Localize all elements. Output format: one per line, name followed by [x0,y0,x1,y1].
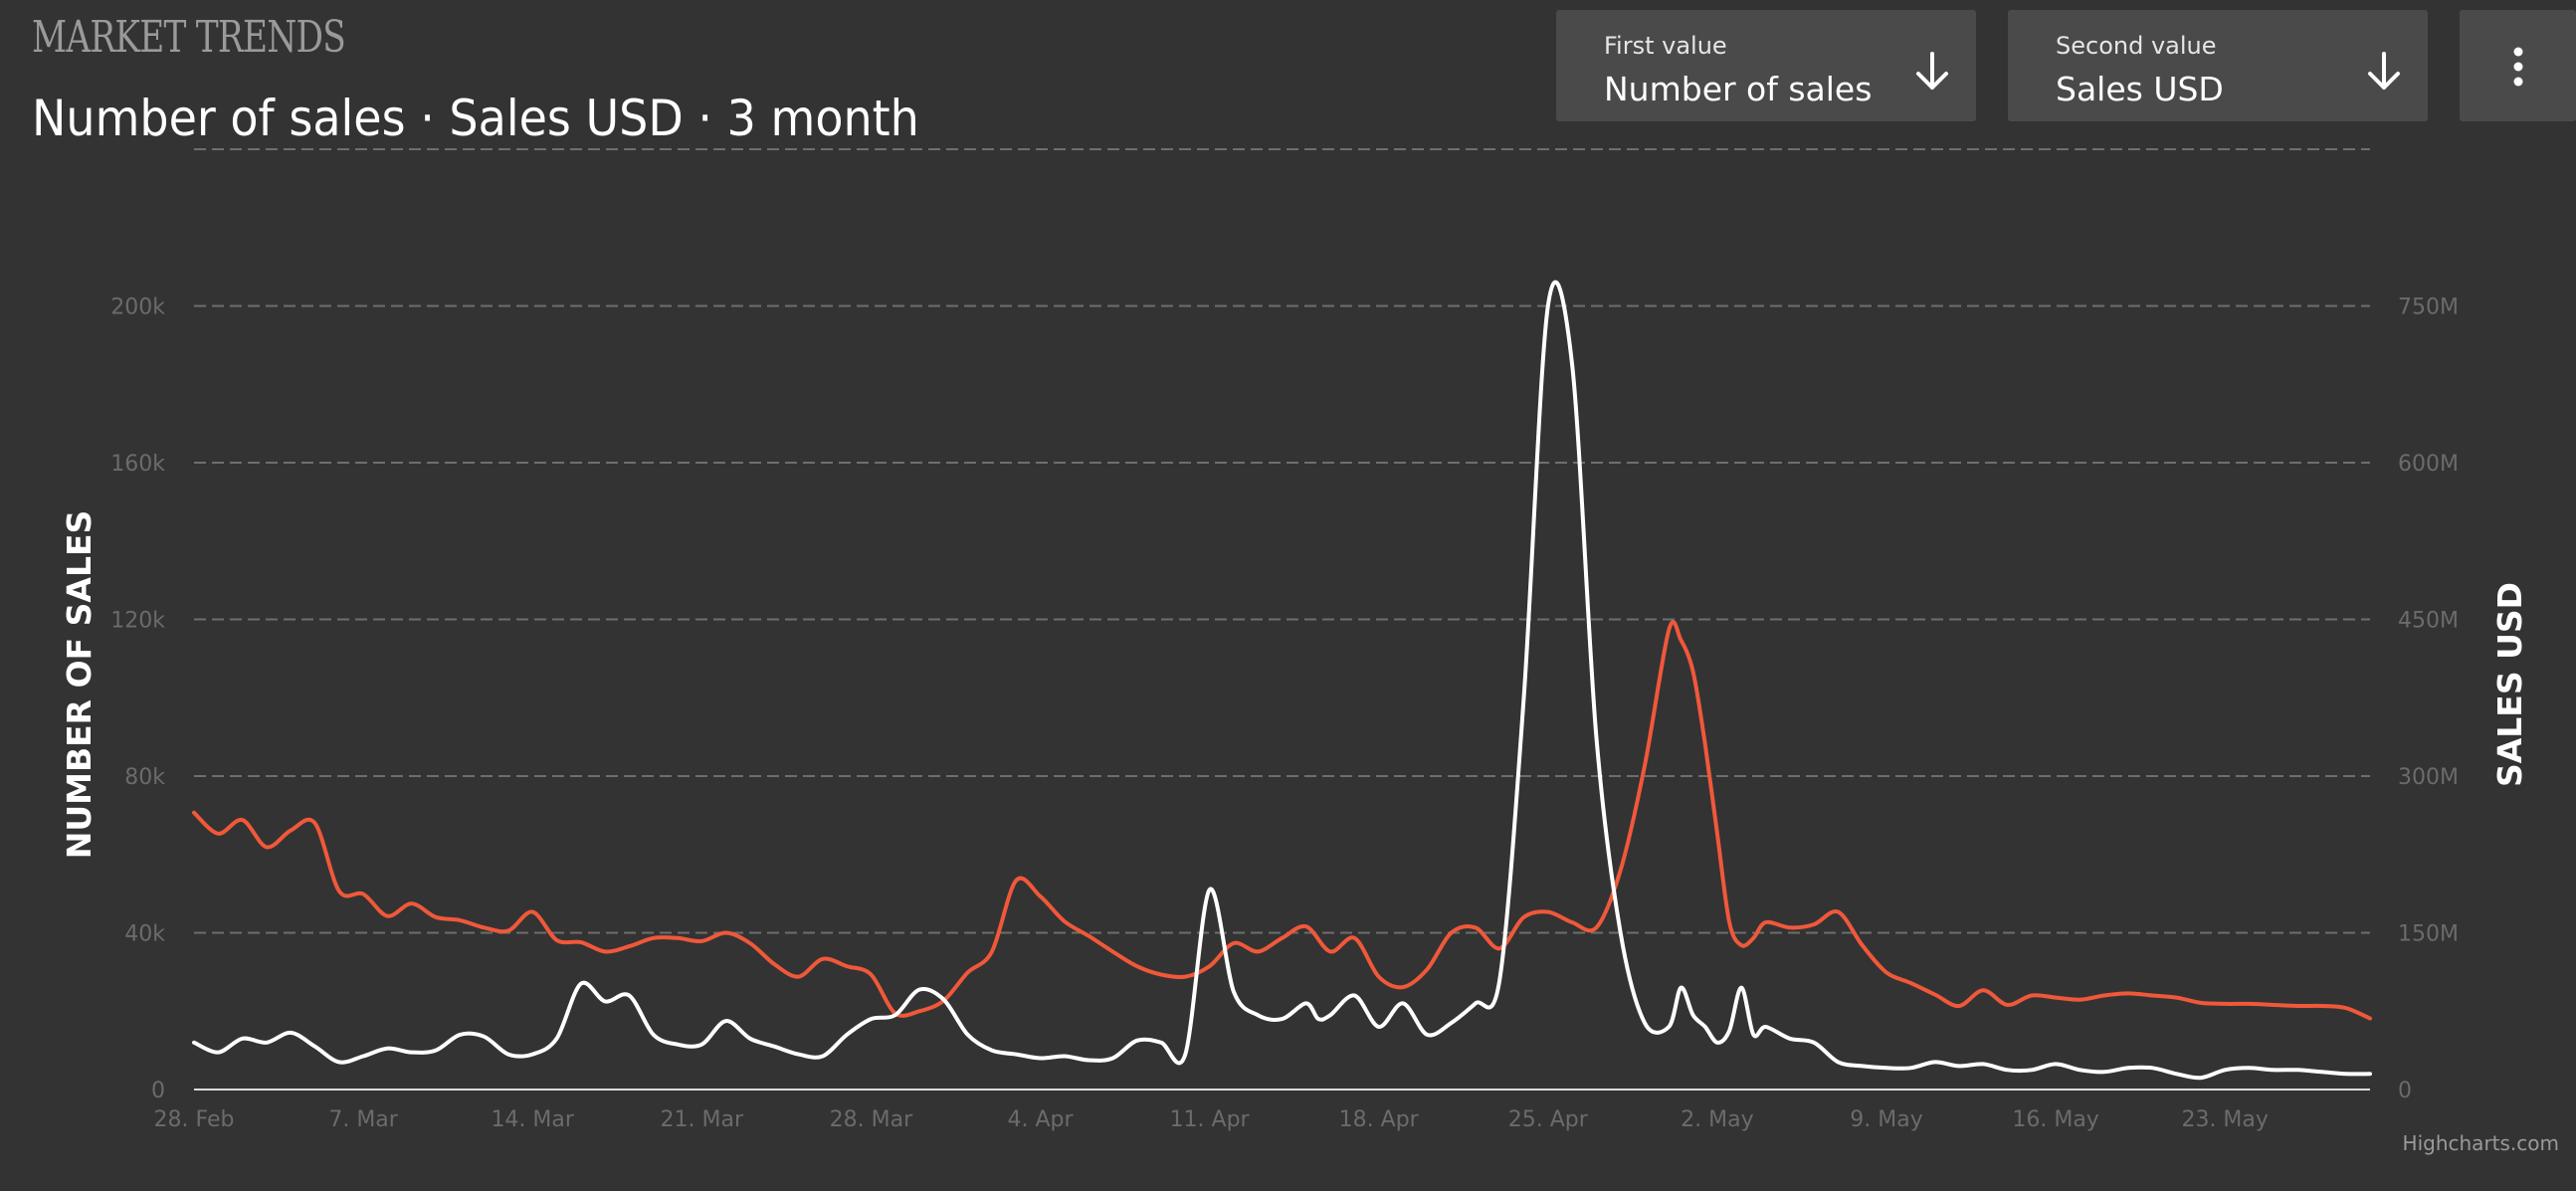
x-tick-label: 2. May [1681,1107,1753,1132]
x-tick-label: 28. Feb [154,1107,235,1132]
left-tick-label: 120k [110,609,165,634]
x-tick-label: 21. Mar [661,1107,744,1132]
right-tick-label: 0 [2398,1079,2412,1103]
x-tick-label: 25. Apr [1508,1107,1589,1132]
arrow-down-icon [1916,52,1948,90]
right-tick-label: 150M [2398,922,2459,947]
grid-lines [194,148,2370,934]
second-value-current: Sales USD [2056,70,2224,108]
second-value-label: Second value [2056,32,2217,60]
x-tick-label: 11. Apr [1170,1107,1251,1132]
x-tick-label: 18. Apr [1339,1107,1420,1132]
x-tick-label: 14. Mar [491,1107,574,1132]
second-value-select[interactable]: Second value Sales USD [2008,10,2428,121]
x-axis-ticks: 28. Feb 7. Mar 14. Mar 21. Mar 28. Mar 4. Apr… [154,1107,2269,1132]
vertical-dots-icon [2513,47,2523,87]
left-axis-ticks: 0 40k 80k 120k 160k 200k [110,296,165,1104]
right-tick-label: 600M [2398,452,2459,477]
x-tick-label: 23. May [2181,1107,2268,1132]
right-tick-label: 300M [2398,765,2459,790]
left-axis-title: NUMBER OF SALES [60,510,99,860]
left-tick-label: 40k [124,922,165,947]
arrow-down-icon [2368,52,2400,90]
first-value-select[interactable]: First value Number of sales [1556,10,1976,121]
x-tick-label: 9. May [1850,1107,1922,1132]
series-line-sales-usd[interactable] [192,620,2372,1021]
right-axis-ticks: 0 150M 300M 450M 600M 750M [2398,296,2459,1104]
right-tick-label: 450M [2398,609,2459,634]
right-tick-label: 750M [2398,296,2459,320]
x-tick-label: 7. Mar [328,1107,398,1132]
right-axis-title: SALES USD [2490,582,2529,787]
first-value-label: First value [1604,32,1727,60]
first-value-current: Number of sales [1604,70,1873,108]
more-options-button[interactable] [2460,10,2576,121]
series-line-number-of-sales[interactable] [192,280,2372,1081]
x-tick-label: 28. Mar [830,1107,913,1132]
x-tick-label: 16. May [2012,1107,2098,1132]
left-tick-label: 160k [110,452,165,477]
x-tick-label: 4. Apr [1007,1107,1074,1132]
left-tick-label: 0 [151,1079,165,1103]
brand-logo: MARKET TRENDS [32,12,346,63]
left-tick-label: 200k [110,296,165,320]
left-tick-label: 80k [124,765,165,790]
series-layer [192,280,2372,1081]
chart-title: Number of sales · Sales USD · 3 month [32,90,919,147]
credits[interactable]: Highcharts.com [2403,1131,2559,1155]
